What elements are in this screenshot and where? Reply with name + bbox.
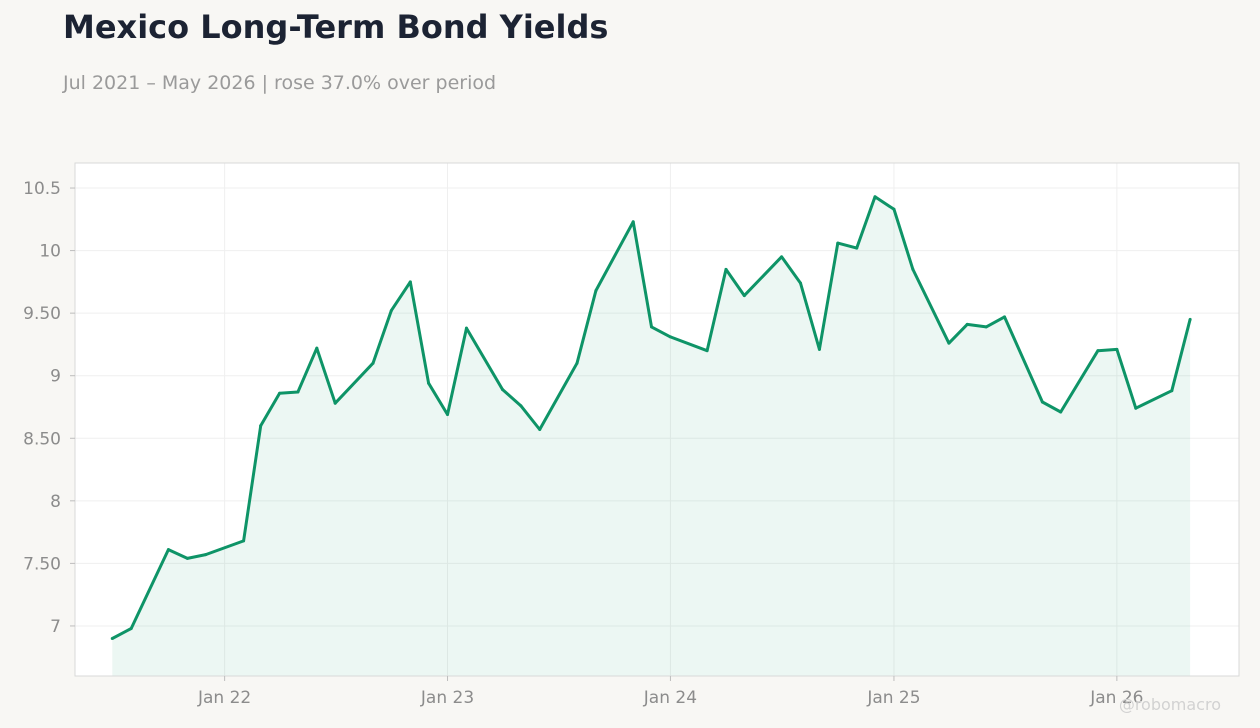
data-point (1040, 400, 1044, 404)
x-tick-label: Jan 22 (197, 688, 251, 708)
data-point (965, 322, 969, 326)
data-point (1115, 347, 1119, 351)
data-point (742, 294, 746, 298)
data-point (464, 326, 468, 330)
data-point (1188, 317, 1192, 321)
y-tick-label: 9 (50, 367, 61, 387)
data-point (911, 267, 915, 271)
data-point (724, 267, 728, 271)
data-point (705, 349, 709, 353)
data-point (1096, 349, 1100, 353)
y-tick-label: 8.50 (23, 429, 61, 449)
x-tick-label: Jan 24 (643, 688, 697, 708)
data-point (836, 241, 840, 245)
data-point (333, 401, 337, 405)
data-point (242, 539, 246, 543)
y-tick-label: 7 (50, 617, 61, 637)
data-point (389, 309, 393, 313)
data-point (278, 391, 282, 395)
y-tick-label: 10 (39, 242, 61, 262)
x-axis: Jan 22 Jan 23 Jan 24 Jan 25 Jan 26 (197, 676, 1143, 708)
data-point (538, 428, 542, 432)
y-tick-label: 8 (50, 492, 61, 512)
data-point (185, 556, 189, 560)
gridlines (75, 163, 1239, 676)
data-point (166, 548, 170, 552)
data-point (947, 341, 951, 345)
data-point (519, 404, 523, 408)
data-point (855, 246, 859, 250)
x-tick-label: Jan 26 (1089, 688, 1143, 708)
data-point (631, 220, 635, 224)
data-point (984, 325, 988, 329)
watermark: @robomacro (1119, 695, 1221, 714)
data-point (500, 387, 504, 391)
x-tick-label: Jan 23 (420, 688, 474, 708)
data-point (1002, 315, 1006, 319)
data-point (873, 195, 877, 199)
chart-subtitle: Jul 2021 – May 2026 | rose 37.0% over pe… (63, 72, 497, 94)
data-point (315, 346, 319, 350)
plot-frame (74, 162, 1240, 677)
data-point (650, 325, 654, 329)
y-tick-label: 9.50 (23, 304, 61, 324)
data-point (129, 626, 133, 630)
x-tick-label: Jan 25 (866, 688, 920, 708)
data-points (110, 195, 1192, 640)
data-point (296, 390, 300, 394)
data-point (110, 636, 114, 640)
data-point (1059, 410, 1063, 414)
data-point (408, 280, 412, 284)
chart-title: Mexico Long-Term Bond Yields (63, 8, 609, 46)
plot-area (75, 163, 1239, 676)
y-tick-label: 10.5 (23, 179, 61, 199)
data-point (1170, 389, 1174, 393)
yield-area-fill (112, 196, 1191, 677)
y-tick-label: 7.50 (23, 554, 61, 574)
data-point (259, 424, 263, 428)
data-point (594, 289, 598, 293)
data-point (575, 361, 579, 365)
data-point (427, 381, 431, 385)
data-point (799, 281, 803, 285)
data-point (204, 553, 208, 557)
data-point (1134, 406, 1138, 410)
data-point (371, 361, 375, 365)
data-point (817, 347, 821, 351)
data-point (780, 255, 784, 259)
data-point (892, 207, 896, 211)
data-point (668, 335, 672, 339)
data-point (446, 412, 450, 416)
y-axis: 7 7.50 8 8.50 9 9.50 10 10.5 (23, 179, 75, 637)
